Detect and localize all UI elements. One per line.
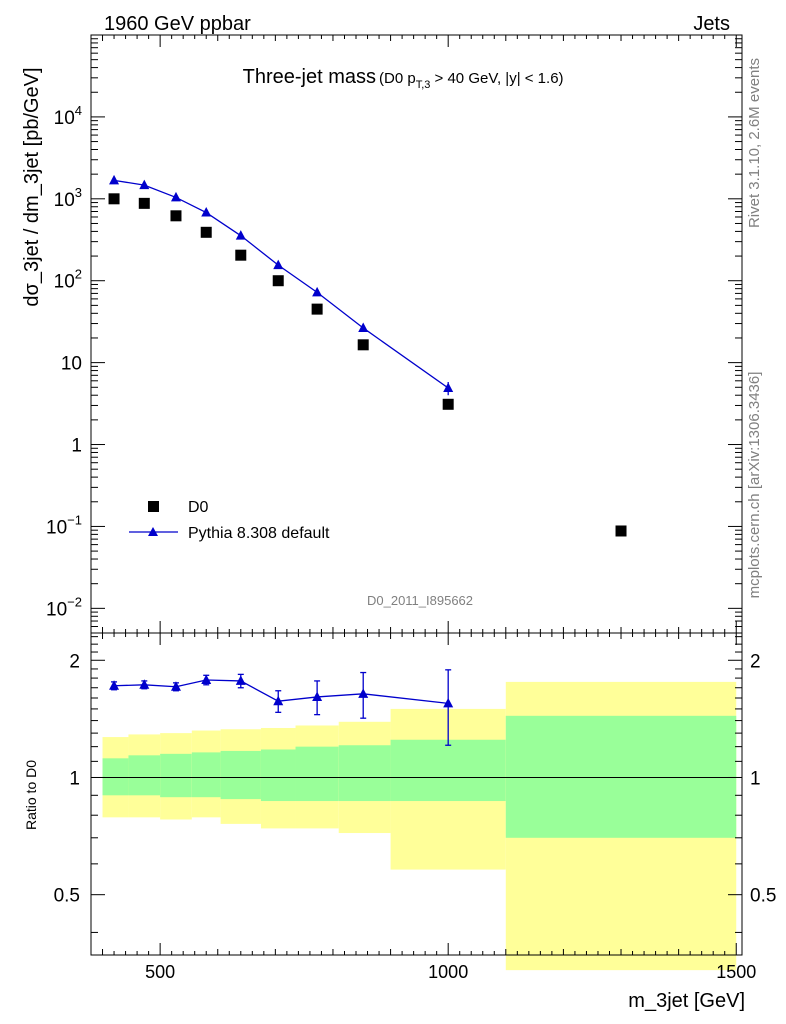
stat-uncertainty-band	[102, 758, 129, 796]
main-y-tick-label: 10	[61, 354, 82, 375]
d0-data-point	[235, 249, 247, 261]
ratio-pythia-point	[109, 680, 120, 690]
legend-marker-pythia	[148, 527, 158, 536]
ratio-pythia-point	[170, 681, 181, 691]
stat-uncertainty-band	[128, 755, 161, 796]
main-y-tick-label: 1	[71, 436, 82, 457]
legend-marker-d0	[148, 501, 159, 512]
legend-label-pythia: Pythia 8.308 default	[188, 525, 330, 542]
ratio-y-tick-label-right: 0.5	[750, 886, 776, 907]
x-axis-label: m_3jet [GeV]	[628, 990, 745, 1012]
ratio-pythia-point	[358, 688, 369, 698]
main-y-tick-label: 103	[54, 185, 82, 211]
pythia-data-point	[201, 207, 212, 217]
stat-uncertainty-band	[260, 749, 296, 802]
ratio-y-tick-label-right: 1	[750, 768, 761, 789]
d0-data-point	[311, 303, 323, 315]
ratio-pythia-point	[139, 679, 150, 689]
chart-subtitle-sub: T,3	[416, 79, 431, 91]
main-y-tick-label: 104	[54, 103, 82, 129]
pythia-data-point	[139, 179, 150, 190]
ratio-y-tick-label: 1	[69, 768, 80, 789]
main-frame	[90, 34, 743, 634]
chart-subtitle-pre: (D0 p	[379, 70, 416, 87]
ratio-frame	[90, 632, 743, 956]
d0-data-point	[442, 398, 454, 410]
pythia-data-point	[170, 191, 181, 202]
stat-uncertainty-band	[160, 753, 192, 798]
d0-data-point	[357, 339, 369, 351]
main-panel: 10−2 10−1 1 10 102 103 104 dσ_3jet / dm_3jet […	[21, 34, 743, 634]
pythia-data-point	[358, 322, 369, 332]
chart-subtitle-post: > 40 GeV, |y| < 1.6)	[430, 70, 563, 87]
main-plot-area: 10−2 10−1 1 10 102 103 104	[46, 34, 743, 634]
d0-data-point	[170, 210, 182, 222]
stat-uncertainty-band	[295, 746, 339, 802]
source-label: mcplots.cern.ch [arXiv:1306.3436]	[746, 372, 763, 599]
ratio-plot-area: 500 1000 1500 0.5 0.5 1 1 2 2	[54, 632, 776, 982]
ratio-y-tick-label: 2	[69, 651, 80, 672]
stat-uncertainty-band	[191, 752, 221, 798]
ratio-y-tick-label: 0.5	[54, 886, 80, 907]
main-y-tick-label: 10−1	[46, 512, 82, 538]
d0-data-point	[615, 525, 627, 537]
pythia-data-point	[273, 259, 284, 270]
stat-uncertainty-band	[220, 750, 261, 800]
main-y-axis-label: dσ_3jet / dm_3jet [pb/GeV]	[21, 67, 43, 306]
chart-subtitle: (D0 pT,3 > 40 GeV, |y| < 1.6)	[379, 70, 564, 91]
ratio-pythia-point	[312, 691, 323, 701]
ratio-pythia-point	[235, 675, 246, 685]
pythia-data-point	[312, 286, 323, 297]
ratio-pythia-point	[201, 674, 212, 684]
legend: D0 Pythia 8.308 default	[129, 499, 330, 542]
ratio-y-axis-label: Ratio to D0	[23, 760, 39, 830]
category-label: Jets	[693, 13, 730, 35]
d0-data-point	[200, 226, 212, 238]
main-y-tick-label: 10−2	[46, 594, 82, 620]
d0-data-point	[138, 197, 150, 209]
pythia-data-point	[109, 174, 120, 185]
pythia-data-point	[235, 230, 246, 240]
stat-uncertainty-band	[505, 715, 737, 838]
ratio-pythia-point	[273, 695, 284, 706]
ratio-pythia-point	[443, 697, 454, 708]
analysis-label: D0_2011_I895662	[367, 593, 473, 608]
main-y-tick-label: 102	[54, 267, 82, 293]
d0-data-point	[108, 193, 120, 205]
ratio-panel: 500 1000 1500 0.5 0.5 1 1 2 2 Ratio to D0 m_3jet…	[23, 632, 776, 1012]
energy-label: 1960 GeV ppbar	[104, 13, 251, 35]
x-tick-label: 500	[145, 962, 175, 982]
chart-title: Three-jet mass	[243, 66, 376, 88]
legend-label-d0: D0	[188, 499, 209, 516]
stat-uncertainty-band	[338, 745, 391, 802]
x-tick-label: 1000	[428, 962, 468, 982]
rivet-label: Rivet 3.1.10, 2.6M events	[746, 58, 763, 228]
pythia-data-point	[443, 382, 454, 392]
ratio-pythia-line	[114, 679, 449, 705]
x-tick-label: 1500	[716, 962, 756, 982]
d0-data-point	[272, 275, 284, 287]
ratio-y-tick-label-right: 2	[750, 651, 761, 672]
stat-uncertainty-band	[390, 739, 506, 802]
